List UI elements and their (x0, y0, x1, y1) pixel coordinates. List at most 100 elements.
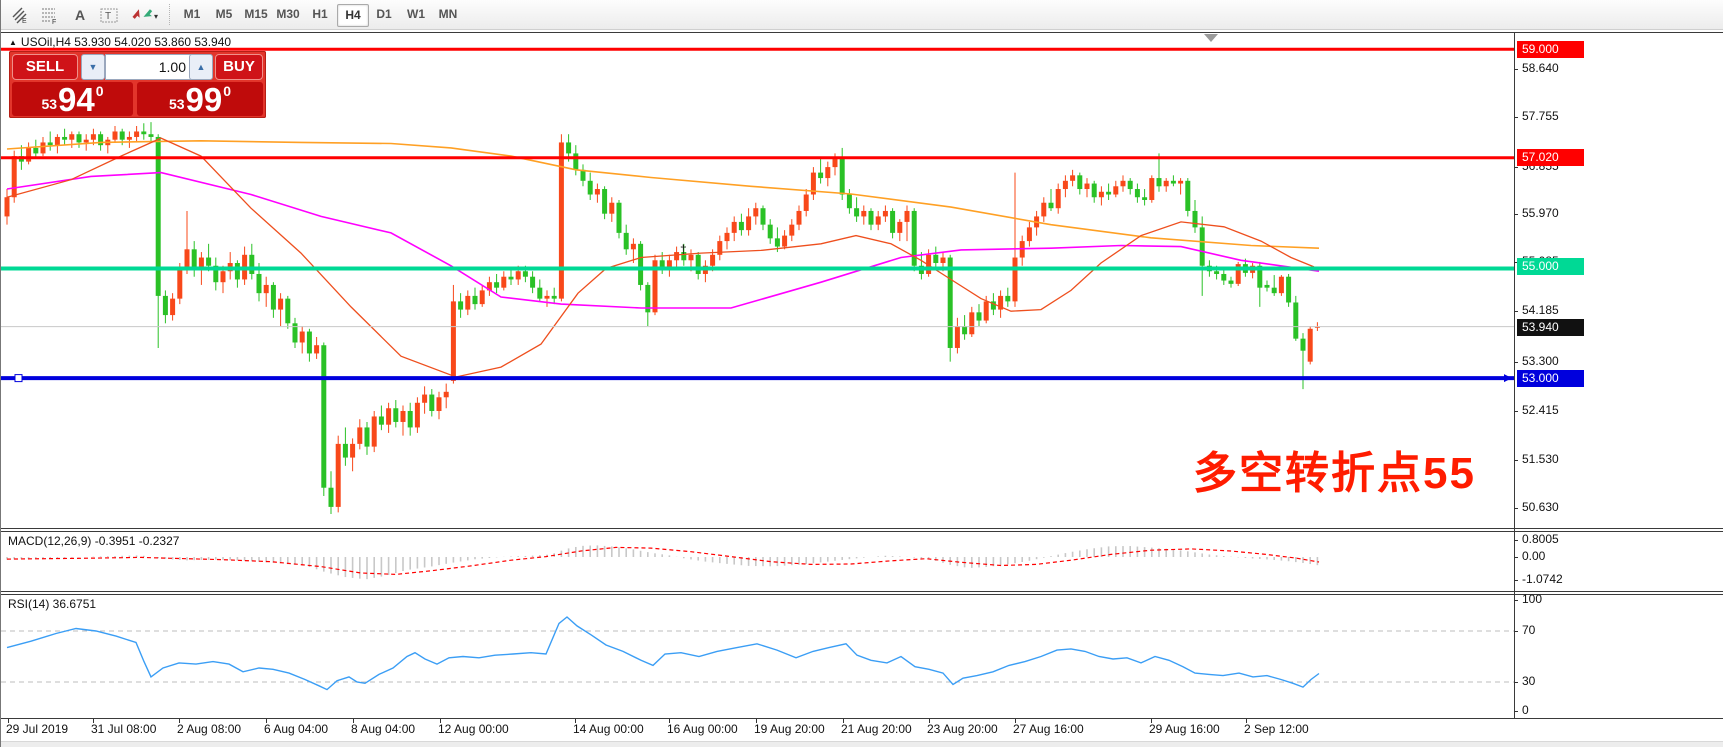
time-label-2-Aug-08-00: 2 Aug 08:00 (177, 722, 242, 736)
bottom-scroll-strip[interactable] (1, 741, 1723, 747)
tf-button-MN[interactable]: MN (438, 7, 458, 21)
candle-body (479, 290, 485, 305)
buy-price-display[interactable]: 53 99 0 (137, 82, 263, 116)
price-tick-52.415-tick (1514, 411, 1518, 412)
candle-body (717, 241, 723, 255)
candle-body (882, 210, 888, 217)
time-label-12-Aug-00-00: 12 Aug 00:00 (438, 722, 509, 736)
candle-body (522, 271, 528, 277)
ma-magenta-line[interactable] (6, 171, 1320, 309)
time-label-6-Aug-04-00: 6 Aug 04:00 (264, 722, 329, 736)
price-tick-51.530: 51.530 (1522, 452, 1559, 466)
rsi-line[interactable] (6, 616, 1320, 691)
rsi-pane[interactable] (1, 594, 1514, 718)
candle-body (98, 134, 104, 146)
volume-input[interactable]: 1.00 (105, 54, 193, 80)
macd-separator-top[interactable] (1, 528, 1723, 529)
candle-body (1041, 202, 1047, 217)
candle-body (1307, 328, 1313, 362)
candle-body (177, 268, 183, 299)
arrows-icon[interactable]: ▾ (127, 3, 163, 26)
candle-body (134, 131, 140, 137)
price-tick-56.855-tick (1514, 167, 1518, 168)
candle-body (890, 210, 896, 233)
tf-button-H1[interactable]: H1 (312, 7, 328, 21)
one-click-trading-panel: SELL ▼ 1.00 ▲ BUY 53 94 0 53 99 0 (9, 51, 266, 118)
candle-body (393, 408, 399, 422)
candle-body (594, 189, 600, 195)
svg-text:E: E (22, 18, 27, 24)
candle-body (206, 257, 212, 266)
candle-body (933, 254, 939, 264)
candle-body (1005, 295, 1011, 302)
hline-handle[interactable] (14, 374, 23, 383)
candle-body (976, 312, 982, 321)
candle-body (234, 263, 240, 280)
price-tick-50.630-tick (1514, 508, 1518, 509)
text-label-icon[interactable]: T (97, 3, 123, 26)
ma-orange-line[interactable] (6, 139, 1320, 249)
candle-body (746, 216, 752, 231)
sell-button[interactable]: SELL (12, 54, 78, 80)
candle-body (810, 172, 816, 195)
volume-increase-button[interactable]: ▲ (189, 54, 213, 80)
candle-body (674, 252, 680, 261)
candle-body (1026, 227, 1032, 242)
candle-body (436, 397, 442, 411)
price-tick-57.755: 57.755 (1522, 109, 1559, 123)
rsi-tick-30: 30 (1522, 674, 1536, 688)
price-tick-55.970-tick (1514, 214, 1518, 215)
candle-body (508, 276, 514, 280)
tf-button-M30[interactable]: M30 (276, 7, 300, 21)
buy-button[interactable]: BUY (215, 54, 263, 80)
tf-button-W1[interactable]: W1 (407, 7, 425, 21)
chart-shift-marker[interactable] (1204, 34, 1218, 42)
candle-body (141, 131, 147, 135)
text-icon[interactable]: A (67, 3, 93, 26)
candle-body (69, 134, 75, 140)
candle-body (846, 194, 852, 209)
tf-button-M5[interactable]: M5 (215, 7, 233, 21)
fibonacci-icon[interactable]: F (37, 3, 63, 26)
chart-annotation-text: 多空转折点55 (1193, 449, 1476, 498)
time-label-21-Aug-20-00: 21 Aug 20:00 (841, 722, 912, 736)
macd-separator-bottom[interactable] (1, 531, 1723, 532)
candle-body (954, 326, 960, 348)
candle-body (1091, 183, 1097, 198)
rsi-separator-top[interactable] (1, 591, 1723, 592)
macd-pane[interactable] (1, 531, 1514, 591)
candle-body (587, 180, 593, 195)
equidistant-channel-icon[interactable]: E (7, 3, 33, 26)
time-axis-border (1, 718, 1723, 719)
rsi-separator-bottom[interactable] (1, 594, 1723, 595)
price-tick-52.415: 52.415 (1522, 403, 1559, 417)
candle-body (1106, 191, 1112, 195)
candle-body (162, 295, 168, 316)
main-chart-pane[interactable] (1, 32, 1514, 528)
candle-body (1012, 257, 1018, 302)
candle-body (450, 301, 456, 381)
volume-decrease-button[interactable]: ▼ (81, 54, 105, 80)
candle-body (609, 202, 615, 214)
rsi-tick-100: 100 (1522, 592, 1543, 606)
tf-button-H4[interactable]: H4 (337, 4, 369, 27)
tf-button-M15[interactable]: M15 (244, 7, 268, 21)
candle-body (688, 254, 694, 261)
macd-signal-line[interactable] (6, 546, 1320, 576)
candle-body (314, 345, 320, 354)
candle-body (551, 295, 557, 299)
sell-price-display[interactable]: 53 94 0 (12, 82, 133, 116)
candle-body (371, 416, 377, 447)
ma-red-line[interactable] (6, 137, 1315, 378)
candle-body (213, 265, 219, 283)
candle-body (1142, 197, 1148, 200)
candle-body (803, 194, 809, 211)
candle-body (378, 416, 384, 425)
candle-body (1084, 183, 1090, 190)
tf-button-M1[interactable]: M1 (183, 7, 201, 21)
candle-body (191, 249, 197, 269)
tf-button-D1[interactable]: D1 (376, 7, 392, 21)
candle-body (1214, 271, 1220, 274)
candle-body (285, 298, 291, 324)
time-label-23-Aug-20-00: 23 Aug 20:00 (927, 722, 998, 736)
